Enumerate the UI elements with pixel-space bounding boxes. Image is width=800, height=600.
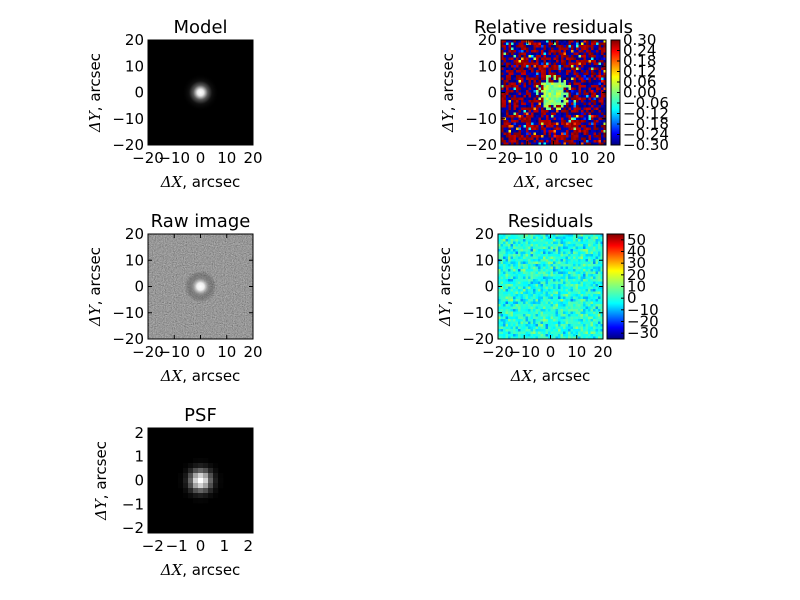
y-tick-label: −20 bbox=[112, 136, 144, 154]
psf-image bbox=[148, 428, 253, 533]
y-tick-label: 10 bbox=[125, 251, 144, 269]
y-tick-label: 0 bbox=[484, 278, 494, 296]
y-tick-label: 0 bbox=[134, 472, 144, 490]
x-tick-label: −10 bbox=[158, 343, 190, 361]
x-axis-label: ΔX, arcsec bbox=[160, 367, 241, 385]
colorbar-tick-label: 0.30 bbox=[623, 31, 656, 49]
y-tick-label: −10 bbox=[112, 110, 144, 128]
colorbar-tick-label: 0.18 bbox=[623, 52, 656, 70]
x-tick-label: −20 bbox=[485, 149, 517, 167]
x-tick-label: 10 bbox=[217, 343, 236, 361]
colorbar-tick-label: 40 bbox=[627, 243, 646, 261]
colorbar-tick-label: 20 bbox=[627, 266, 646, 284]
y-tick-label: 1 bbox=[134, 448, 144, 466]
colorbar-tick-label: 0.06 bbox=[623, 73, 656, 91]
colorbar-tick-label: −0.12 bbox=[623, 105, 669, 123]
colorbar-tick-label: −30 bbox=[627, 324, 659, 342]
colorbar-tick-label: 0.12 bbox=[623, 63, 656, 81]
panel-relative-residuals: Relative residuals−20−10 0 10 2020100−10−20… bbox=[439, 17, 669, 191]
y-tick-label: 0 bbox=[487, 84, 497, 102]
y-tick-label: −20 bbox=[462, 330, 494, 348]
raw-source bbox=[148, 234, 253, 339]
y-axis-label: ΔY, arcsec bbox=[439, 53, 457, 133]
y-tick-label: −2 bbox=[122, 519, 144, 537]
colorbar-tick-label: −0.06 bbox=[623, 94, 669, 112]
residuals-image bbox=[498, 234, 604, 340]
y-tick-label: −10 bbox=[462, 304, 494, 322]
x-tick-label: 20 bbox=[596, 149, 615, 167]
y-tick-label: 20 bbox=[125, 225, 144, 243]
colorbar-tick-label: 0 bbox=[627, 289, 637, 307]
y-tick-label: −10 bbox=[465, 110, 497, 128]
colorbar-tick-label: −0.30 bbox=[623, 136, 669, 154]
colorbar-tick-label: 0.24 bbox=[623, 42, 656, 60]
y-tick-label: −1 bbox=[122, 495, 144, 513]
x-tick-label: 0 bbox=[196, 537, 206, 555]
y-axis-label: ΔY, arcsec bbox=[92, 441, 110, 521]
y-tick-label: 20 bbox=[125, 31, 144, 49]
colorbar-tick-label: −10 bbox=[627, 301, 659, 319]
x-tick-label: 20 bbox=[243, 149, 262, 167]
x-tick-label: 10 bbox=[567, 343, 586, 361]
x-tick-label: −20 bbox=[132, 343, 164, 361]
x-tick-label: 1 bbox=[220, 537, 230, 555]
x-tick-label: 0 bbox=[549, 149, 559, 167]
x-axis-label: ΔX, arcsec bbox=[160, 173, 241, 191]
y-tick-label: −10 bbox=[112, 304, 144, 322]
y-tick-label: −20 bbox=[465, 136, 497, 154]
y-tick-label: −20 bbox=[112, 330, 144, 348]
x-tick-label: 0 bbox=[196, 343, 206, 361]
relative-residuals-image bbox=[501, 40, 607, 146]
x-tick-label: 10 bbox=[570, 149, 589, 167]
model-source bbox=[148, 40, 253, 145]
x-tick-label: −20 bbox=[482, 343, 514, 361]
colorbar-tick-label: 10 bbox=[627, 278, 646, 296]
colorbar: 0.300.240.180.120.060.00−0.06−0.12−0.18−… bbox=[610, 31, 669, 154]
panel-title: Model bbox=[173, 17, 227, 38]
x-axis-label: ΔX, arcsec bbox=[513, 173, 594, 191]
panel-title: Relative residuals bbox=[474, 17, 633, 38]
y-axis-label: ΔY, arcsec bbox=[436, 247, 454, 327]
y-tick-label: 0 bbox=[134, 278, 144, 296]
y-tick-label: 20 bbox=[475, 225, 494, 243]
x-tick-label: −10 bbox=[158, 149, 190, 167]
y-tick-label: 0 bbox=[134, 84, 144, 102]
colorbar-tick-label: −0.24 bbox=[623, 126, 669, 144]
y-tick-label: 10 bbox=[478, 57, 497, 75]
x-tick-label: −20 bbox=[132, 149, 164, 167]
y-tick-label: 2 bbox=[134, 424, 144, 442]
colorbar-tick-label: 30 bbox=[627, 254, 646, 272]
y-tick-label: 10 bbox=[475, 251, 494, 269]
x-tick-label: −2 bbox=[142, 537, 164, 555]
x-tick-label: −10 bbox=[511, 149, 543, 167]
colorbar-tick-label: −0.18 bbox=[623, 115, 669, 133]
colorbar-tick-label: 50 bbox=[627, 231, 646, 249]
y-tick-label: 10 bbox=[125, 57, 144, 75]
y-axis-label: ΔY, arcsec bbox=[86, 53, 104, 133]
colorbar-tick-label: −20 bbox=[627, 313, 659, 331]
x-tick-label: −10 bbox=[508, 343, 540, 361]
x-tick-label: −1 bbox=[166, 537, 188, 555]
colorbar-tick-label: 0.00 bbox=[623, 84, 656, 102]
y-axis-label: ΔY, arcsec bbox=[86, 247, 104, 327]
y-tick-label: 20 bbox=[478, 31, 497, 49]
x-tick-label: 20 bbox=[593, 343, 612, 361]
x-tick-label: 10 bbox=[217, 149, 236, 167]
x-tick-label: 20 bbox=[243, 343, 262, 361]
x-axis-label: ΔX, arcsec bbox=[510, 367, 591, 385]
panel-title: Raw image bbox=[151, 211, 251, 232]
x-tick-label: 2 bbox=[243, 537, 253, 555]
x-tick-label: 0 bbox=[196, 149, 206, 167]
panel-title: PSF bbox=[184, 405, 217, 426]
x-axis-label: ΔX, arcsec bbox=[160, 561, 241, 579]
x-tick-label: 0 bbox=[546, 343, 556, 361]
panel-title: Residuals bbox=[508, 211, 593, 232]
